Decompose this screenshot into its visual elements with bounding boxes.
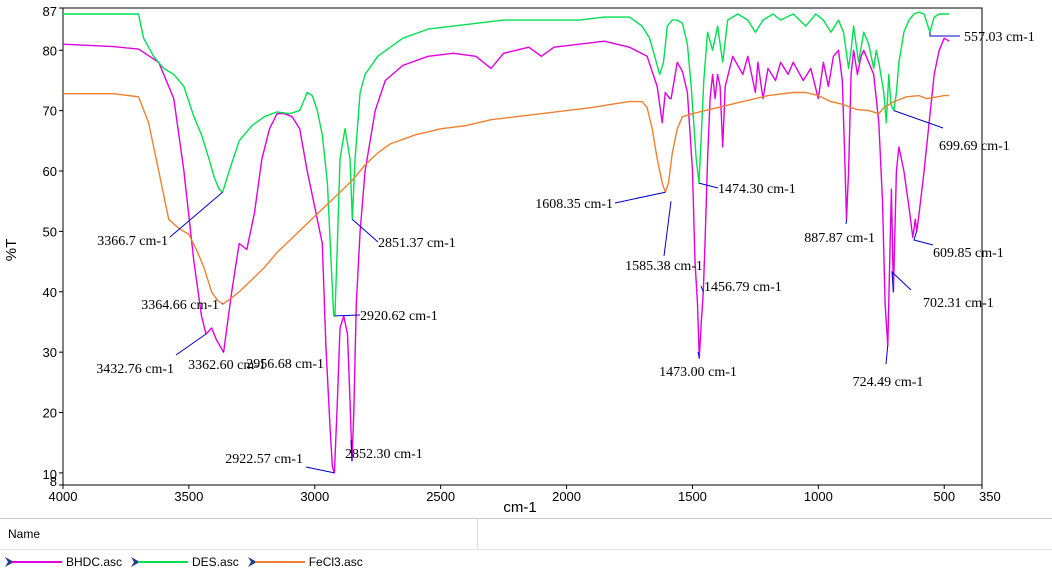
- x-tick-label: 2500: [426, 489, 455, 504]
- peak-label: 699.69 cm-1: [939, 139, 1010, 154]
- legend-name-column-header[interactable]: Name: [0, 519, 478, 549]
- peak-label: 1473.00 cm-1: [659, 365, 737, 380]
- peak-leader-line: [306, 467, 334, 473]
- peak-label: 3432.76 cm-1: [96, 362, 174, 377]
- legend-item-label: FeCl3.asc: [309, 555, 363, 569]
- y-tick-label: 70: [43, 104, 57, 119]
- peak-label: 1585.38 cm-1: [625, 259, 703, 274]
- peak-label: 887.87 cm-1: [804, 231, 875, 246]
- chevron-right-icon: [247, 556, 307, 568]
- peak-leader-line: [176, 334, 206, 355]
- peak-leader-line: [894, 111, 943, 128]
- peak-leader-line: [352, 219, 378, 242]
- legend-header: Name: [0, 519, 1052, 550]
- x-tick-label: 350: [979, 489, 1001, 504]
- legend-item-fecl3[interactable]: FeCl3.asc: [247, 555, 363, 569]
- legend-item-label: BHDC.asc: [66, 555, 122, 569]
- peak-label: 2920.62 cm-1: [360, 309, 438, 324]
- x-axis-label: cm-1: [503, 499, 536, 516]
- peak-label: 2851.37 cm-1: [378, 236, 456, 251]
- peak-leader-line: [170, 192, 223, 237]
- x-tick-label: 1500: [678, 489, 707, 504]
- peak-leader-line: [664, 201, 671, 256]
- y-tick-label: 20: [43, 406, 57, 421]
- legend-item-label: DES.asc: [192, 555, 239, 569]
- peak-leader-line: [846, 219, 847, 224]
- peak-label: 557.03 cm-1: [964, 30, 1035, 45]
- peak-label: 2922.57 cm-1: [225, 452, 303, 467]
- x-tick-label: 3000: [300, 489, 329, 504]
- plot-frame: [63, 8, 982, 485]
- peak-label: 2852.30 cm-1: [345, 447, 423, 462]
- chevron-right-icon: [4, 556, 64, 568]
- peak-label: 3364.66 cm-1: [141, 298, 219, 313]
- peak-label: 1474.30 cm-1: [718, 182, 796, 197]
- legend-panel: Name BHDC.asc DES.asc FeCl3.asc: [0, 518, 1052, 574]
- peak-leader-line: [914, 231, 933, 245]
- series-line-bhdc: [63, 38, 949, 473]
- y-tick-label: 10: [43, 467, 57, 482]
- x-tick-label: 4000: [49, 489, 78, 504]
- chevron-right-icon: [130, 556, 190, 568]
- legend-item-des[interactable]: DES.asc: [130, 555, 239, 569]
- y-tick-label: 60: [43, 164, 57, 179]
- y-tick-label: 80: [43, 43, 57, 58]
- legend-item-bhdc[interactable]: BHDC.asc: [4, 555, 122, 569]
- x-tick-label: 3500: [174, 489, 203, 504]
- peak-leader-line: [886, 346, 888, 364]
- y-tick-label: 50: [43, 224, 57, 239]
- peak-label: 702.31 cm-1: [923, 296, 994, 311]
- peak-label: 1456.79 cm-1: [704, 280, 782, 295]
- plot-border: [63, 8, 982, 485]
- peak-label: 2956.68 cm-1: [246, 357, 324, 372]
- peak-leader-line: [615, 192, 665, 203]
- legend-empty-column: [478, 519, 1052, 549]
- x-tick-label: 2000: [552, 489, 581, 504]
- x-tick-label: 500: [933, 489, 955, 504]
- peak-label: 1608.35 cm-1: [535, 197, 613, 212]
- y-axis-label: %T: [3, 239, 20, 262]
- peak-label: 724.49 cm-1: [853, 375, 924, 390]
- peak-leader-line: [699, 183, 718, 188]
- peak-leader-line: [223, 351, 224, 352]
- peak-label: 3366.7 cm-1: [97, 234, 168, 249]
- series-line-des: [63, 12, 949, 316]
- y-tick-label: 30: [43, 345, 57, 360]
- peak-leader-line: [892, 272, 911, 292]
- y-tick-label: 40: [43, 285, 57, 300]
- x-tick-label: 1000: [804, 489, 833, 504]
- peak-leader-line: [930, 32, 960, 36]
- y-tick-label: 87: [43, 4, 57, 19]
- legend-items: BHDC.asc DES.asc FeCl3.asc: [0, 550, 1052, 574]
- peak-label: 609.85 cm-1: [933, 246, 1004, 261]
